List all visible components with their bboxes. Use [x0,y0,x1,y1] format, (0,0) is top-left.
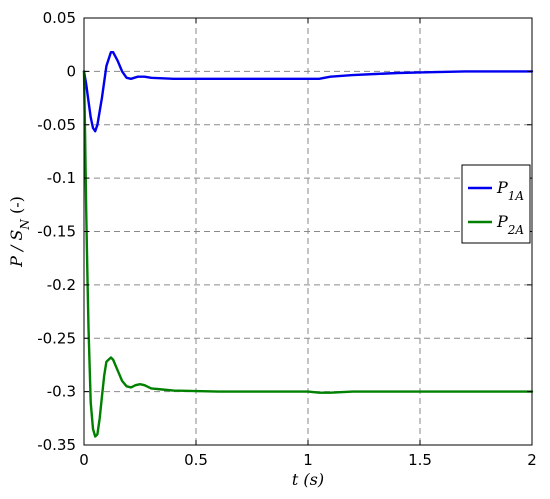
x-tick-label: 1.5 [408,451,432,469]
x-tick-label: 0.5 [184,451,208,469]
y-tick-label: -0.3 [47,383,76,401]
y-tick-label: -0.1 [47,169,76,187]
y-tick-label: -0.35 [37,436,76,454]
y-tick-label: 0.05 [43,9,76,27]
series-line-p1a [82,51,534,133]
y-tick-label: -0.15 [37,223,76,241]
x-tick-label: 2 [527,451,537,469]
legend-label: P1A [496,178,524,203]
y-axis-label: P / SN (-) [7,196,32,268]
series-line-p2a [82,70,534,438]
legend-box [461,164,531,244]
x-tick-label: 0 [79,451,89,469]
ticks: 0 0.5 1 1.5 2 0.05 0 -0.05 -0.1 -0.15 -0.2 -0.25 -0.… [37,9,537,469]
x-tick-label: 1 [303,451,313,469]
x-axis-label: t (s) [292,470,324,489]
y-tick-label: 0 [66,62,76,80]
legend-label: P2A [496,212,524,237]
y-tick-label: -0.2 [47,276,76,294]
y-tick-label: -0.05 [37,116,76,134]
series-layer [82,51,534,438]
y-tick-label: -0.25 [37,329,76,347]
